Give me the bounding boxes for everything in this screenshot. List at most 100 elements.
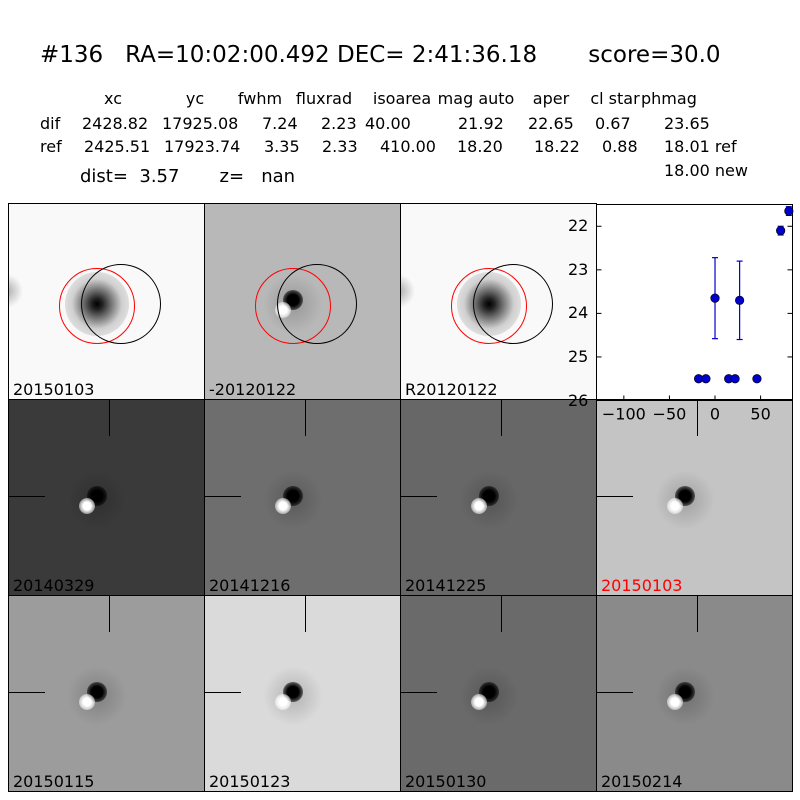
stats-col-header: isoarea (372, 89, 432, 108)
stats-cell: 18.22 (534, 137, 580, 156)
image-panel: 20141225 (400, 399, 597, 596)
image-panel: 20150130 (400, 595, 597, 792)
stats-cell: 22.65 (528, 114, 574, 133)
stats-cell: 2.23 (321, 114, 357, 133)
marker-vertical (697, 400, 698, 436)
panel-date-label: 20150103 (13, 380, 95, 399)
marker-horizontal (401, 692, 437, 693)
image-panel: 20150214 (596, 595, 793, 792)
stats-col-header: phmag (641, 89, 697, 108)
positive-lobe (79, 694, 95, 710)
dist-z-line: dist= 3.57 z= nan (80, 166, 296, 187)
panel-date-label: R20120122 (405, 380, 498, 399)
stats-cell: 17925.08 (162, 114, 239, 133)
data-point (730, 374, 740, 384)
image-panel: 20150123 (204, 595, 401, 792)
marker-horizontal (9, 496, 45, 497)
plot-frame (596, 204, 793, 401)
image-panel: 20140329 (8, 399, 205, 596)
marker-vertical (501, 596, 502, 632)
marker-horizontal (205, 496, 241, 497)
stats-cell: 0.67 (595, 114, 631, 133)
stats-col-header: yc (185, 89, 205, 108)
marker-vertical (501, 400, 502, 436)
marker-vertical (305, 400, 306, 436)
stats-col-header: mag auto (437, 89, 515, 108)
data-point (735, 295, 745, 305)
stats-cell: 40.00 (365, 114, 411, 133)
stats-cell: 2428.82 (82, 114, 149, 133)
marker-horizontal (401, 496, 437, 497)
marker-horizontal (597, 496, 633, 497)
positive-lobe (275, 498, 291, 514)
positive-lobe (667, 694, 683, 710)
marker-horizontal (205, 692, 241, 693)
stats-col-header: fwhm (237, 89, 283, 108)
stats-col-header: aper (532, 89, 570, 108)
positive-lobe (471, 694, 487, 710)
panel-date-label: 20150103 (601, 576, 683, 595)
panel-date-label: 20150214 (601, 772, 683, 791)
stats-col-header: xc (104, 89, 122, 108)
neighbor-blob (401, 274, 415, 308)
marker-horizontal (597, 692, 633, 693)
positive-lobe (79, 498, 95, 514)
stats-cell: 3.35 (264, 137, 300, 156)
image-panel: 20141216 (204, 399, 401, 596)
y-tick-label: 23 (568, 259, 589, 279)
marker-vertical (697, 596, 698, 632)
panel-date-label: 20150115 (13, 772, 95, 791)
stats-cell: 410.00 (380, 137, 436, 156)
positive-lobe (471, 498, 487, 514)
positive-lobe (667, 498, 683, 514)
panel-date-label: 20140329 (13, 576, 95, 595)
data-point (701, 374, 711, 384)
y-tick-label: 24 (568, 303, 589, 323)
stats-cell: 2425.51 (84, 137, 151, 156)
stats-row-label: dif (40, 114, 61, 133)
y-tick-label: 22 (568, 216, 589, 236)
x-tick-label: 0 (710, 405, 720, 424)
image-panel: 20150115 (8, 595, 205, 792)
panel-date-label: 20141216 (209, 576, 291, 595)
neighbor-blob (9, 274, 23, 308)
panel-date-label: -20120122 (209, 380, 297, 399)
panel-date-label: 20150130 (405, 772, 487, 791)
marker-horizontal (9, 692, 45, 693)
marker-vertical (305, 596, 306, 632)
data-point (710, 293, 720, 303)
page-title: #136 RA=10:02:00.492 DEC= 2:41:36.18 sco… (40, 42, 721, 68)
x-tick-label: −100 (602, 405, 646, 424)
stats-cell: 18.01 ref (664, 137, 737, 156)
stats-cell: 18.20 (457, 137, 503, 156)
stats-cell: 0.88 (602, 137, 638, 156)
data-point (784, 206, 794, 216)
x-tick-label: 50 (750, 405, 770, 424)
panel-date-label: 20141225 (405, 576, 487, 595)
panel-date-label: 20150123 (209, 772, 291, 791)
image-panel: -20120122 (204, 203, 401, 400)
stats-cell: 21.92 (458, 114, 504, 133)
phmag-new: 18.00 new (664, 161, 748, 180)
image-panel: 20150103 (8, 203, 205, 400)
dif-circle (473, 264, 553, 344)
y-tick-label: 26 (568, 390, 589, 410)
marker-vertical (109, 400, 110, 436)
image-panel: R20120122 (400, 203, 597, 400)
stats-cell: 2.33 (322, 137, 358, 156)
stats-cell: 7.24 (262, 114, 298, 133)
stats-row-label: ref (40, 137, 62, 156)
dif-circle (277, 264, 357, 344)
stats-cell: 23.65 (664, 114, 710, 133)
stats-col-header: fluxrad (295, 89, 353, 108)
x-tick-label: −50 (653, 405, 687, 424)
marker-vertical (109, 596, 110, 632)
stats-col-header: cl star (590, 89, 640, 108)
positive-lobe (275, 694, 291, 710)
stats-cell: 17923.74 (164, 137, 241, 156)
data-point (752, 374, 762, 384)
y-tick-label: 25 (568, 346, 589, 366)
data-point (776, 226, 786, 236)
dif-circle (81, 264, 161, 344)
